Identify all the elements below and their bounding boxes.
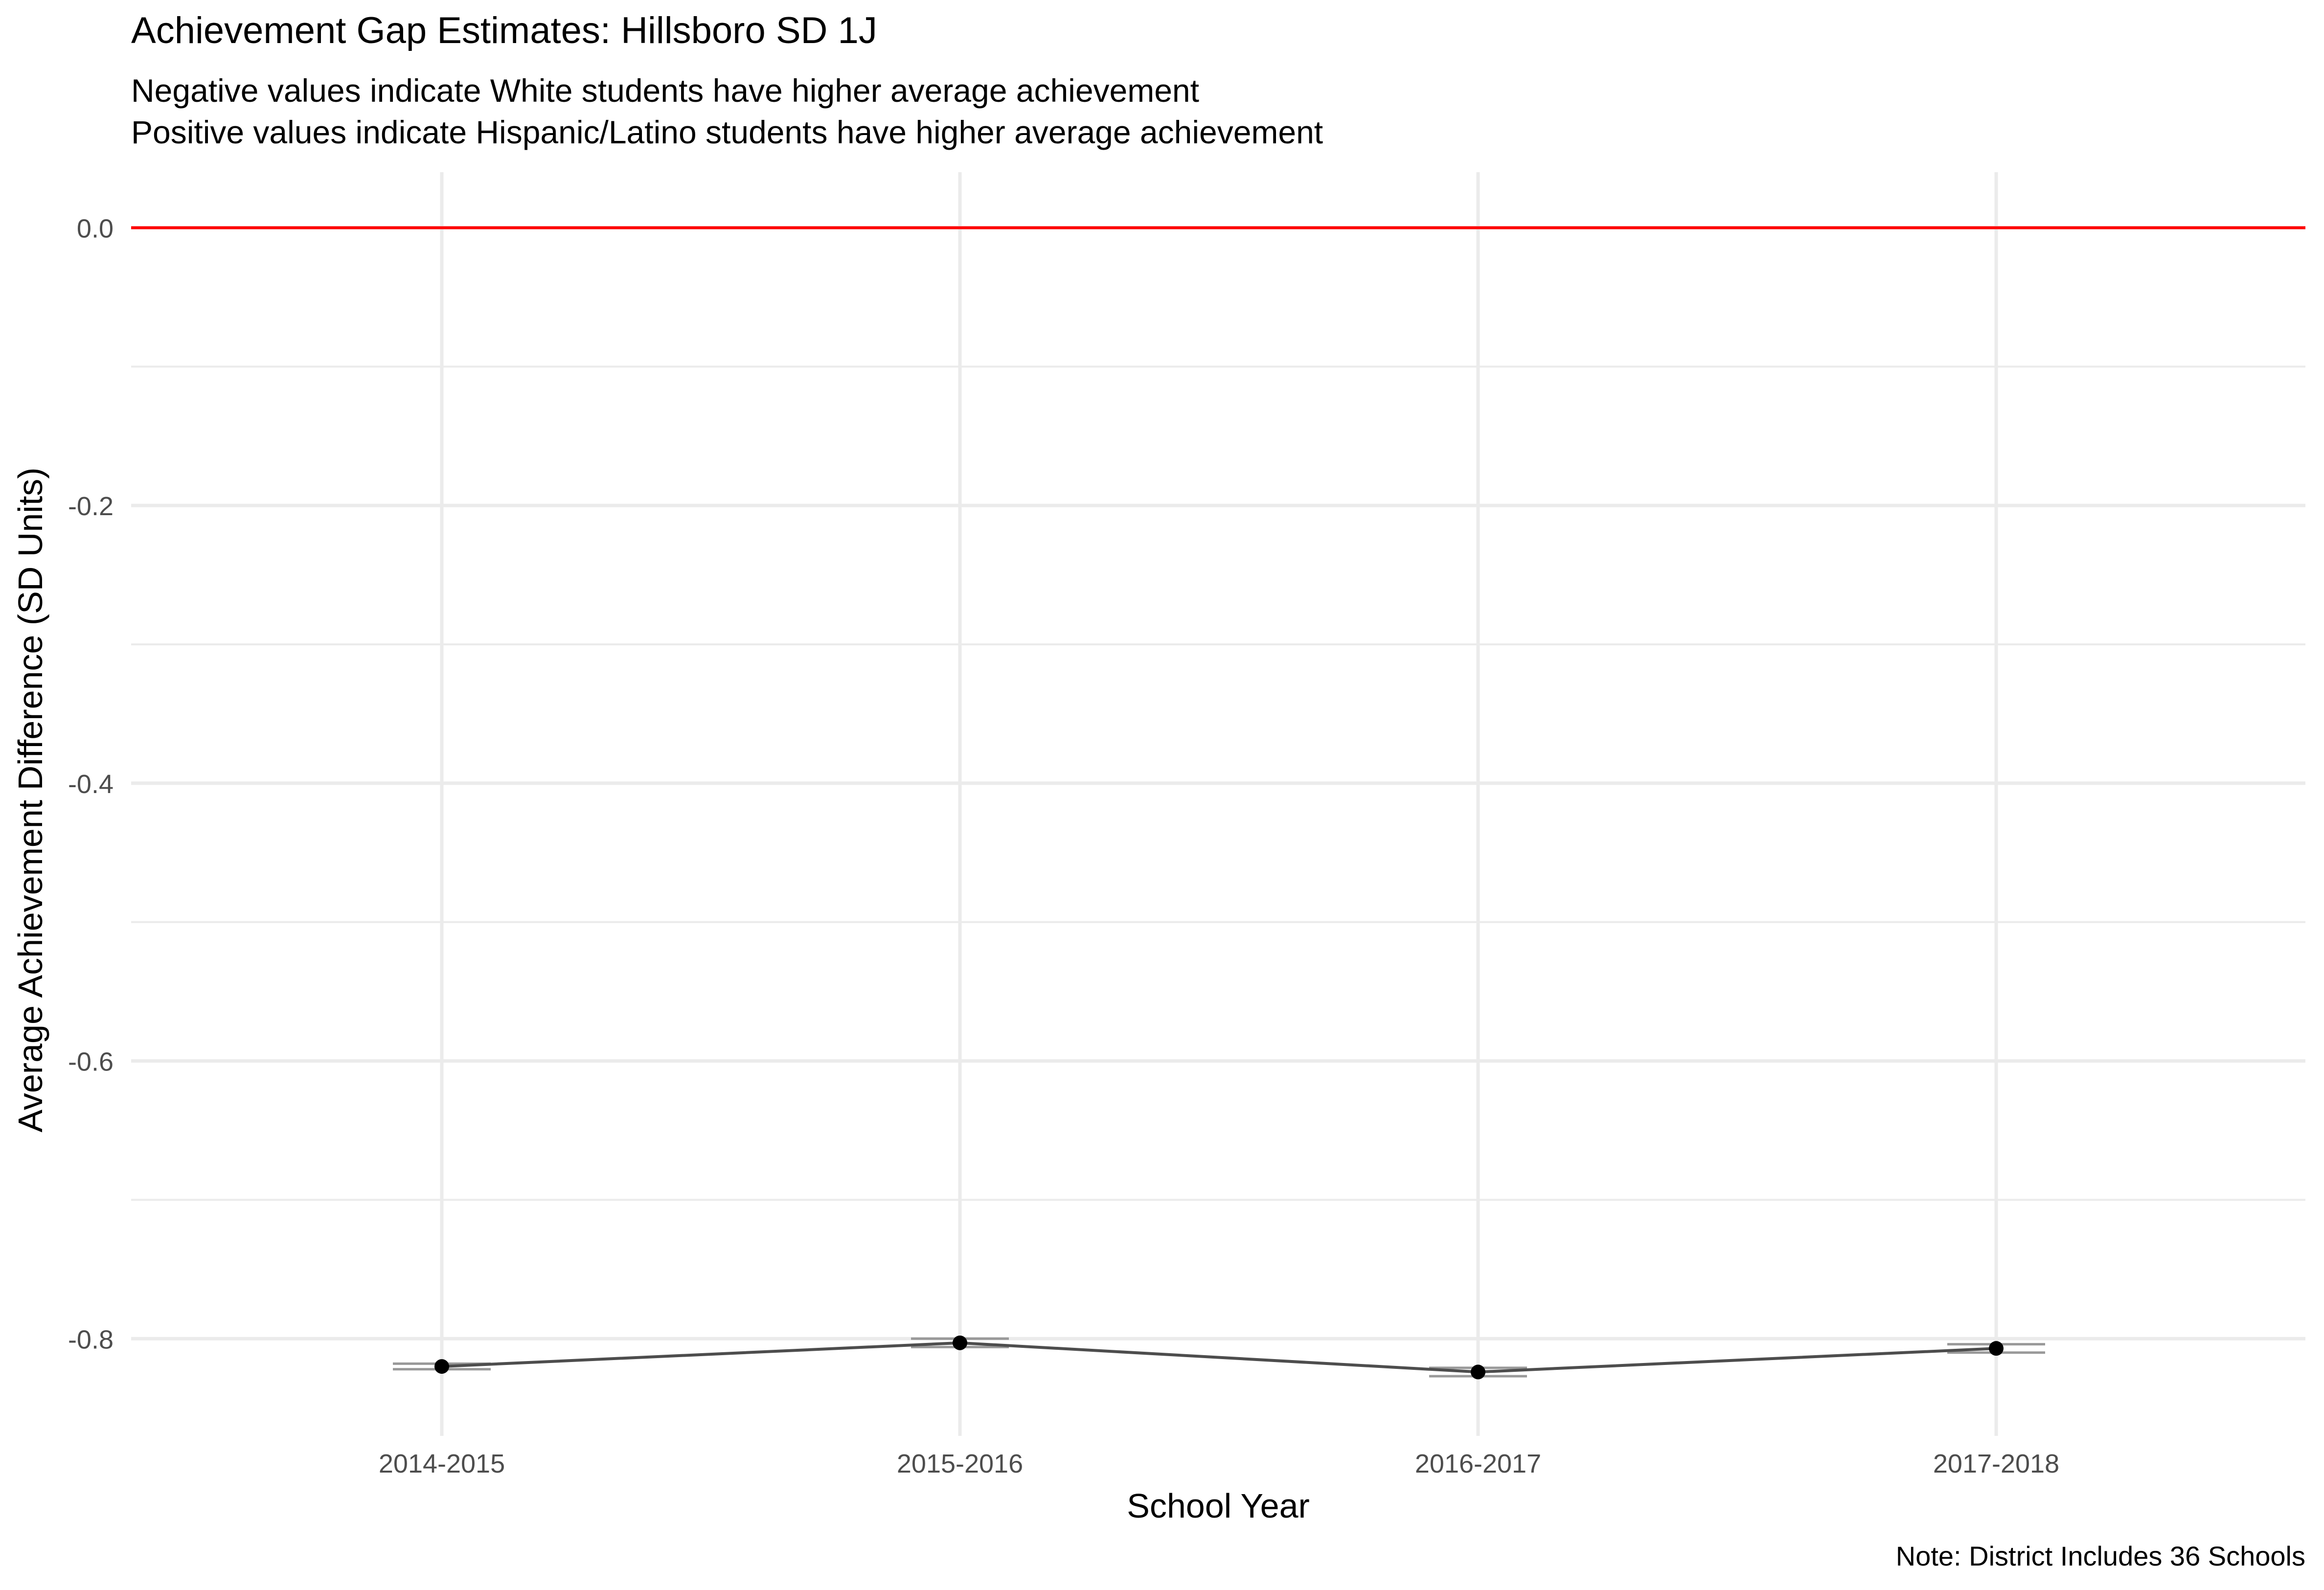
y-axis-label: Average Achievement Difference (SD Units… [11,467,49,1132]
x-tick-label: 2016-2017 [1415,1449,1541,1478]
chart-subtitle-line-2: Positive values indicate Hispanic/Latino… [131,114,1323,150]
y-tick-label: -0.4 [68,770,114,799]
series-layer [393,1335,2045,1380]
y-tick-label: 0.0 [77,214,114,244]
chart-subtitle-line-1: Negative values indicate White students … [131,72,1199,109]
chart-title: Achievement Gap Estimates: Hillsboro SD … [131,10,877,51]
y-tick-labels: 0.0 -0.2 -0.4 -0.6 -0.8 [68,214,114,1355]
x-axis-label: School Year [1127,1487,1310,1525]
y-tick-label: -0.2 [68,492,114,521]
data-point [434,1359,449,1374]
major-gridlines [131,172,2305,1436]
y-tick-label: -0.6 [68,1047,114,1077]
x-tick-label: 2015-2016 [897,1449,1023,1478]
series-line [441,1341,1997,1374]
minor-gridlines [131,365,2305,1201]
data-point [1989,1341,2004,1356]
chart-caption: Note: District Includes 36 Schools [1896,1541,2305,1571]
data-point [953,1335,967,1350]
x-tick-label: 2014-2015 [379,1449,505,1478]
x-tick-labels: 2014-2015 2015-2016 2016-2017 2017-2018 [379,1449,2059,1478]
x-tick-label: 2017-2018 [1933,1449,2059,1478]
y-tick-label: -0.8 [68,1325,114,1354]
data-point [1471,1364,1485,1380]
